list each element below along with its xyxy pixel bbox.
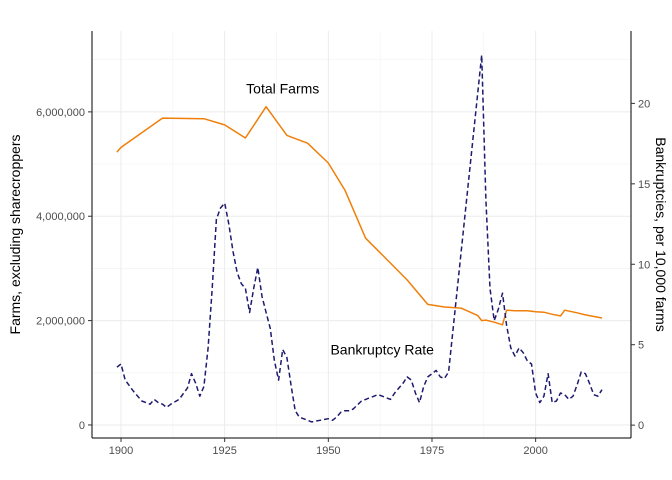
x-tick-label: 1900 [109,445,133,457]
y-right-tick-label: 20 [638,98,650,110]
x-tick-label: 1925 [212,445,236,457]
y-right-tick-label: 5 [638,340,644,352]
y-left-tick-label: 4,000,000 [36,211,85,223]
y-axis-left-title: Farms, excluding sharecroppers [7,135,23,335]
plot-background [92,31,631,438]
y-left-tick-label: 6,000,000 [36,107,85,119]
annotations: Total Farms Bankruptcy Rate [246,80,434,357]
x-tick-label: 1975 [420,445,444,457]
x-tick-label: 1950 [316,445,340,457]
y-left-tick-label: 0 [79,420,85,432]
y-axis-right-title: Bankruptcies, per 10,000 farms [653,137,669,332]
axes-ticks: 1900 1925 1950 1975 2000 0 2,000,000 4,000,000 6… [36,98,650,457]
annotation-total-farms: Total Farms [246,80,319,96]
bankruptcy-rate-line [116,54,603,423]
y-right-tick-label: 10 [638,259,650,271]
x-tick-label: 2000 [523,445,547,457]
gridlines [92,31,631,438]
total-farms-line [116,105,603,326]
annotation-bankruptcy-rate: Bankruptcy Rate [330,341,434,357]
y-left-tick-label: 2,000,000 [36,316,85,328]
series-group [116,54,603,423]
y-right-tick-label: 15 [638,179,650,191]
y-right-tick-label: 0 [638,420,644,432]
